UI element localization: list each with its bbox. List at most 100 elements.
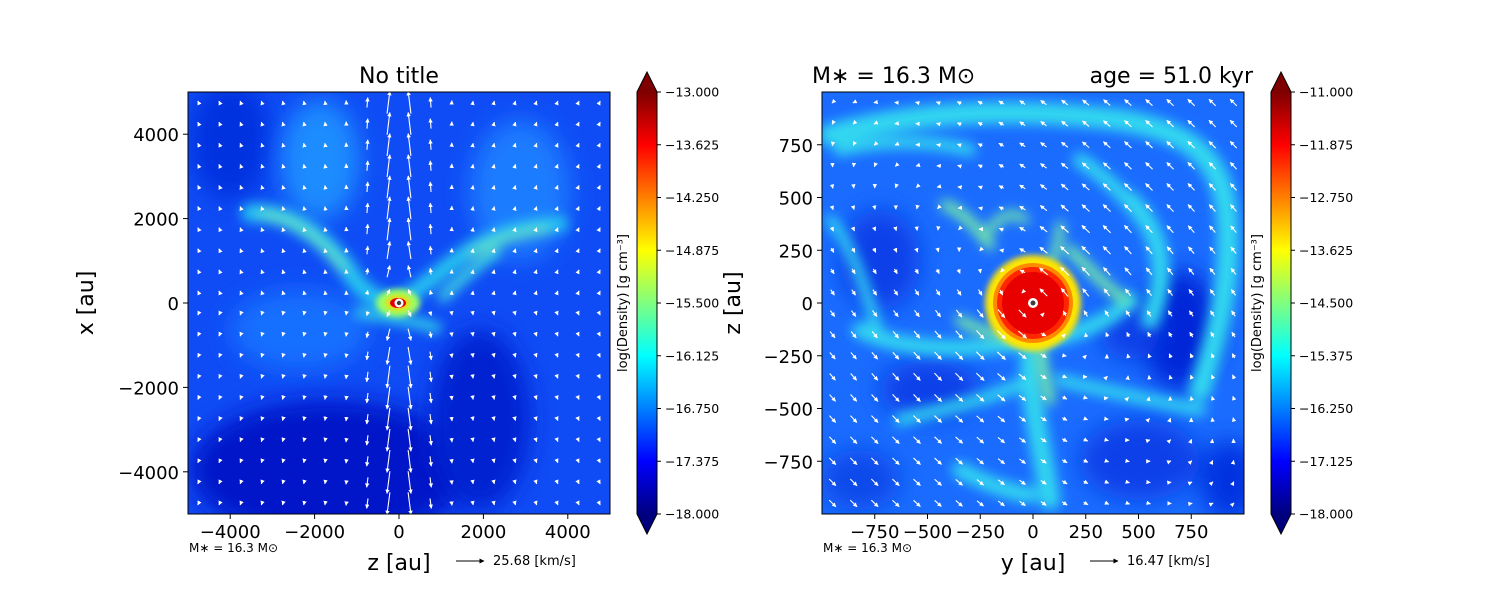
velocity-arrow — [533, 394, 538, 400]
velocity-arrow — [1083, 458, 1089, 463]
velocity-arrow — [1102, 204, 1111, 213]
velocity-arrow — [1018, 330, 1027, 339]
velocity-arrow — [1166, 246, 1174, 255]
velocity-arrow — [428, 223, 433, 235]
velocity-arrow — [915, 100, 920, 106]
velocity-arrow — [470, 352, 475, 358]
velocity-arrow — [1187, 460, 1193, 466]
velocity-arrow — [1125, 458, 1130, 463]
velocity-arrow — [1147, 353, 1152, 359]
velocity-arrow — [323, 352, 328, 358]
velocity-arrow — [1187, 162, 1196, 170]
velocity-arrow — [1166, 119, 1174, 128]
velocity-arrow — [281, 206, 286, 211]
velocity-arrow — [998, 100, 1005, 105]
velocity-arrow — [1061, 120, 1069, 127]
velocity-arrow — [239, 185, 244, 190]
velocity-arrow — [976, 457, 984, 465]
velocity-arrow — [406, 133, 412, 156]
velocity-arrow — [281, 142, 286, 148]
velocity-arrow — [1018, 309, 1027, 318]
velocity-arrow — [873, 120, 879, 125]
velocity-arrow — [491, 416, 496, 421]
velocity-arrow — [344, 480, 349, 485]
velocity-arrow — [239, 121, 244, 127]
velocity-arrow — [1230, 481, 1235, 487]
velocity-arrow — [997, 479, 1005, 486]
velocity-arrow — [239, 416, 244, 421]
velocity-arrow — [1187, 481, 1193, 486]
velocity-arrow — [1103, 99, 1111, 106]
velocity-arrow — [554, 206, 559, 212]
velocity-arrow — [491, 437, 496, 443]
velocity-arrow — [470, 331, 475, 337]
velocity-arrow — [554, 227, 559, 233]
velocity-arrow — [406, 175, 412, 199]
velocity-arrow — [935, 289, 941, 296]
panel1-ylabel: x [au] — [74, 271, 99, 336]
velocity-arrow — [1166, 162, 1174, 170]
velocity-arrow — [365, 435, 370, 446]
velocity-arrow — [385, 386, 391, 410]
velocity-arrow — [913, 415, 921, 423]
velocity-arrow — [385, 365, 391, 389]
velocity-arrow — [428, 139, 433, 150]
velocity-arrow — [1187, 225, 1195, 233]
velocity-arrow — [302, 121, 307, 127]
velocity-arrow — [1230, 204, 1237, 212]
velocity-arrow — [365, 331, 370, 339]
velocity-arrow — [407, 310, 412, 317]
velocity-arrow — [281, 121, 286, 127]
velocity-arrow — [512, 500, 517, 506]
velocity-arrow — [449, 458, 454, 464]
velocity-arrow — [491, 163, 496, 169]
velocity-arrow — [428, 351, 433, 361]
velocity-arrow — [977, 143, 983, 148]
velocity-arrow — [554, 269, 559, 275]
velocity-arrow — [1187, 119, 1196, 128]
velocity-arrow — [1167, 417, 1172, 423]
panel1-density-map — [188, 92, 610, 514]
velocity-arrow — [449, 416, 454, 422]
velocity-arrow — [302, 479, 307, 485]
velocity-arrow — [302, 310, 307, 316]
velocity-arrow — [955, 330, 963, 339]
velocity-arrow — [470, 458, 475, 464]
velocity-arrow — [1105, 332, 1110, 338]
velocity-arrow — [449, 501, 454, 506]
velocity-arrow — [512, 100, 517, 106]
velocity-arrow — [1102, 183, 1111, 191]
velocity-arrow — [828, 457, 837, 466]
velocity-arrow — [491, 310, 496, 316]
velocity-arrow — [849, 457, 858, 466]
velocity-arrow — [1039, 225, 1048, 233]
panel1-x-ticks: −4000 −2000 0 2000 4000 — [200, 514, 591, 543]
velocity-arrow — [1061, 479, 1068, 485]
velocity-arrow — [385, 428, 391, 452]
velocity-arrow — [239, 269, 244, 275]
velocity-arrow — [302, 227, 307, 233]
velocity-arrow — [957, 143, 962, 148]
velocity-arrow — [470, 227, 475, 232]
velocity-arrow — [913, 393, 921, 402]
velocity-arrow — [1187, 98, 1196, 107]
velocity-arrow — [302, 142, 307, 148]
velocity-arrow — [386, 241, 392, 260]
velocity-arrow — [1081, 183, 1090, 191]
velocity-arrow — [239, 437, 244, 443]
velocity-arrow — [554, 331, 559, 337]
velocity-arrow — [554, 142, 559, 148]
velocity-arrow — [281, 227, 286, 233]
velocity-arrow — [596, 331, 601, 337]
velocity-arrow — [996, 351, 1006, 360]
velocity-arrow — [998, 142, 1005, 148]
velocity-arrow — [197, 373, 202, 379]
velocity-arrow — [979, 246, 984, 252]
velocity-arrow — [596, 206, 601, 212]
velocity-arrow — [386, 133, 392, 156]
velocity-arrow — [850, 352, 857, 360]
velocity-arrow — [1061, 458, 1068, 464]
velocity-arrow — [913, 372, 921, 381]
velocity-arrow — [934, 500, 942, 507]
panel2-y-tick-label: −750 — [764, 452, 813, 473]
